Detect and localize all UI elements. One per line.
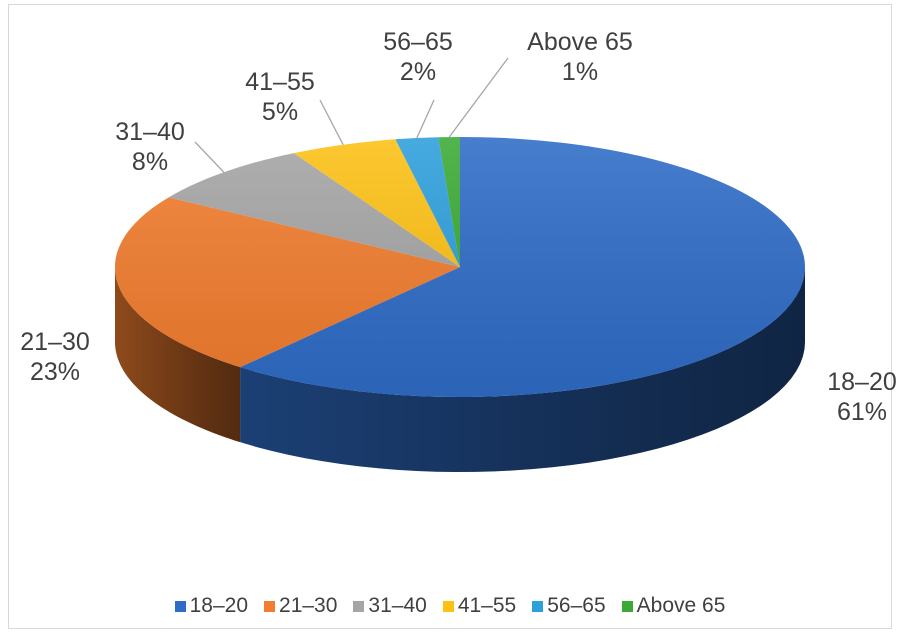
legend-label-3: 41–55 (457, 594, 517, 617)
legend-swatch-3 (442, 600, 454, 612)
pie-side-walls (115, 267, 806, 472)
legend-item-4: 56–65 (532, 594, 606, 618)
pie-top-sheen (115, 137, 805, 397)
leader-line-4 (416, 99, 435, 139)
data-label-percent-1: 23% (30, 358, 80, 386)
legend-label-1: 21–30 (279, 594, 338, 617)
legend-item-3: 41–55 (442, 594, 517, 618)
data-label-category-1: 21–30 (20, 328, 90, 356)
legend-label-2: 31–40 (368, 594, 427, 617)
label-leader-lines (194, 57, 509, 173)
data-label-percent-5: 1% (562, 58, 598, 86)
legend-swatch-4 (532, 600, 544, 612)
legend-item-2: 31–40 (353, 594, 427, 618)
legend-swatch-2 (353, 600, 365, 612)
legend-item-0: 18–20 (174, 594, 249, 618)
leader-line-5 (448, 57, 509, 138)
pie-side-shade-0 (240, 267, 806, 472)
chart-legend: 18–20 21–30 31–40 41–55 56–65 Above 65 (0, 592, 900, 620)
leader-line-3 (319, 99, 344, 145)
data-label-percent-2: 8% (132, 148, 168, 176)
legend-item-1: 21–30 (264, 594, 337, 618)
pie-side-shade-1 (115, 267, 241, 443)
legend-label-4: 56–65 (547, 594, 606, 617)
data-label-category-4: 56–65 (383, 28, 453, 56)
data-label-category-3: 41–55 (245, 68, 315, 96)
leader-line-2 (194, 141, 225, 173)
legend-swatch-1 (264, 600, 276, 612)
data-label-percent-4: 2% (400, 58, 436, 86)
legend-label-0: 18–20 (189, 594, 249, 617)
data-label-percent-0: 61% (837, 398, 887, 426)
pie-top-faces (114, 137, 805, 397)
data-label-category-0: 18–20 (827, 368, 897, 396)
data-label-percent-3: 5% (262, 98, 298, 126)
data-label-category-5: Above 65 (527, 28, 633, 56)
legend-label-5: Above 65 (636, 594, 726, 617)
data-label-category-2: 31–40 (115, 118, 185, 146)
legend-swatch-0 (174, 600, 186, 612)
legend-swatch-5 (621, 600, 633, 612)
legend-item-5: Above 65 (621, 594, 726, 618)
